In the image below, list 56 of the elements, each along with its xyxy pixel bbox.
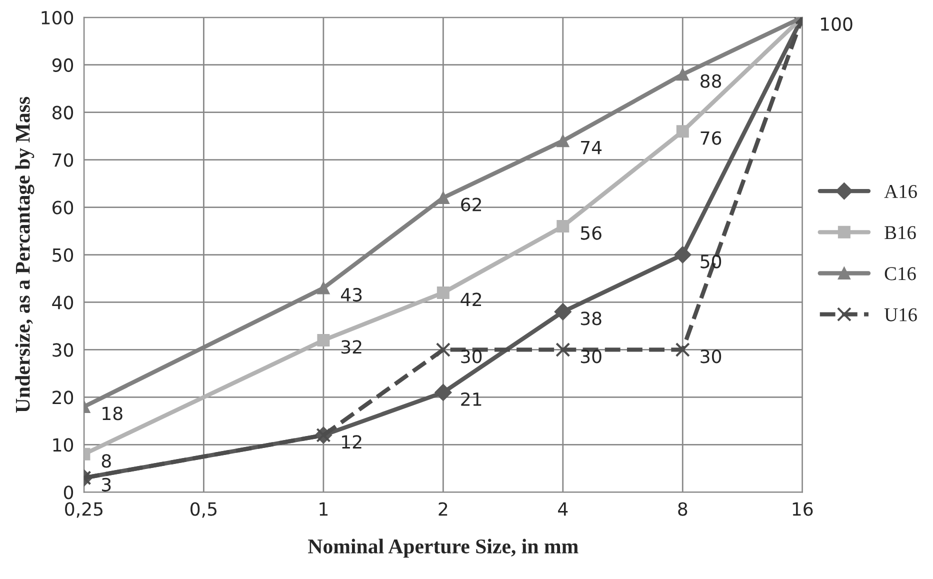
data-label: 100	[821, 17, 852, 31]
data-label: 18	[102, 406, 122, 420]
data-label: 38	[580, 312, 602, 326]
point	[554, 303, 572, 320]
point	[556, 220, 570, 233]
y-tick-label: 100	[42, 10, 74, 24]
y-tick-label: 20	[52, 390, 74, 404]
x-tick-label: 0,25	[65, 502, 102, 518]
data-label: 30	[580, 350, 602, 364]
data-label: 74	[581, 140, 602, 154]
y-tick-label: 60	[52, 200, 74, 214]
data-label: 8	[102, 454, 111, 468]
x-tick-label: 0,5	[190, 502, 216, 518]
data-label: 3	[102, 478, 111, 492]
data-label: 30	[461, 350, 482, 364]
point	[436, 342, 450, 358]
point	[675, 342, 690, 358]
point	[556, 342, 570, 358]
y-tick-label: 90	[52, 58, 74, 72]
y-tick-label: 10	[53, 438, 74, 452]
y-tick-label: 80	[52, 106, 74, 120]
point	[676, 68, 689, 81]
x-tick-label: 8	[678, 502, 688, 516]
point	[434, 384, 452, 401]
legend-label: A16	[884, 184, 917, 198]
point	[676, 125, 689, 138]
data-label: 30	[700, 350, 722, 364]
y-tick-label: 30	[52, 343, 74, 357]
point	[674, 246, 692, 264]
x-tick-label: 4	[558, 502, 568, 516]
x-tick-label: 2	[438, 502, 448, 516]
x-axis-title: Nominal Aperture Size, in mm	[308, 538, 578, 558]
x-tick-label: 1	[320, 502, 328, 516]
y-axis-title: Undersize, as a Percantage by Mass	[15, 96, 34, 413]
data-label: 12	[342, 435, 362, 448]
point	[317, 334, 330, 346]
legend-label: B16	[884, 226, 916, 240]
data-label: 43	[340, 288, 362, 302]
y-tick-label: 40	[52, 296, 74, 310]
y-tick-label: 50	[52, 248, 74, 262]
legend-label: C16	[884, 267, 916, 280]
data-label: 42	[460, 292, 482, 306]
point	[556, 134, 570, 148]
data-label: 62	[461, 198, 482, 212]
point	[436, 286, 450, 299]
data-label: 32	[341, 340, 362, 354]
data-label: 76	[700, 131, 722, 145]
data-label: 56	[580, 226, 602, 240]
y-tick-label: 70	[52, 153, 74, 167]
legend-label: U16	[884, 308, 917, 322]
data-label: 88	[700, 74, 722, 88]
data-label: 50	[700, 254, 722, 268]
y-tick-label: 0	[64, 486, 74, 500]
data-label: 21	[461, 392, 482, 406]
point	[317, 282, 330, 294]
x-tick-label: 16	[792, 502, 813, 516]
